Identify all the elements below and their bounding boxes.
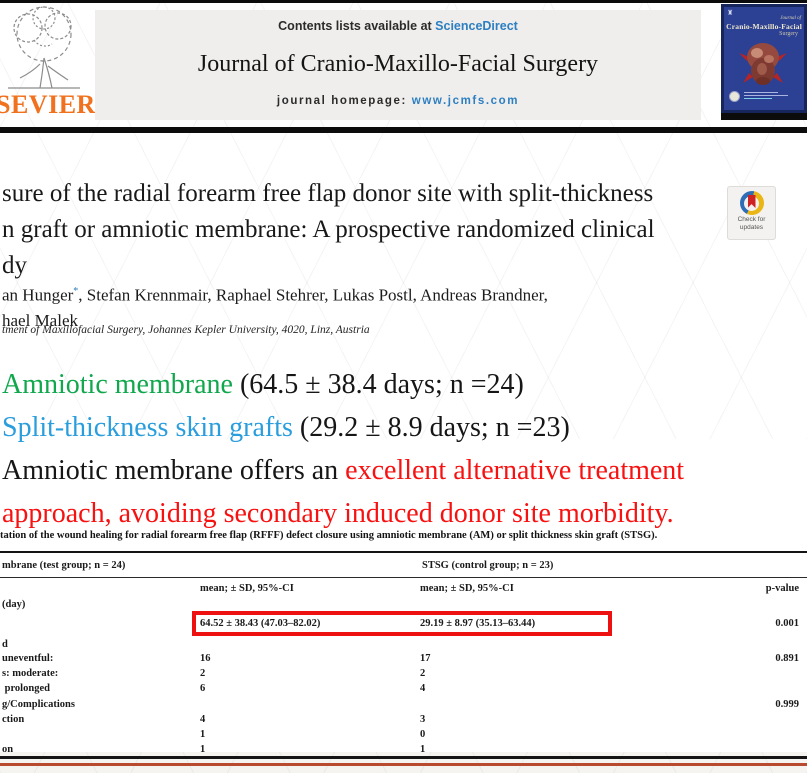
author-first: an Hunger bbox=[2, 285, 74, 305]
row-p-value: 0.001 bbox=[775, 618, 799, 629]
journal-cover: ♜ Journal of Cranio-Maxillo-Facial Surge… bbox=[721, 4, 807, 120]
authors-line-1: an Hunger*, Stefan Krennmair, Raphael St… bbox=[2, 279, 702, 308]
row-label: (day) bbox=[2, 598, 26, 610]
row-label: prolonged bbox=[2, 683, 50, 694]
cover-seal-icon bbox=[729, 91, 740, 102]
cover-footer-lines bbox=[744, 92, 788, 101]
journal-title: Journal of Cranio-Maxillo-Facial Surgery bbox=[197, 51, 599, 77]
group-header-am: mbrane (test group; n = 24) bbox=[2, 559, 126, 571]
title-line-1: sure of the radial forearm free flap don… bbox=[2, 180, 654, 207]
table-row: g/Complications 0.999 bbox=[0, 696, 807, 712]
finding-3-red: excellent alternative treatment bbox=[345, 455, 685, 486]
bookmark-icon bbox=[747, 195, 756, 208]
sciencedirect-link[interactable]: ScienceDirect bbox=[435, 19, 518, 33]
results-table: mbrane (test group; n = 24) STSG (contro… bbox=[0, 551, 807, 759]
row-stsg-value: 2 bbox=[420, 668, 426, 679]
authors-rest: , Stefan Krennmair, Raphael Stehrer, Luk… bbox=[78, 285, 548, 305]
finding-line-1: Amniotic membrane (64.5 ± 38.4 days; n =… bbox=[2, 363, 792, 406]
red-divider-line bbox=[0, 763, 807, 766]
finding-line-2: Split-thickness skin grafts (29.2 ± 8.9 … bbox=[2, 406, 792, 449]
table-group-header-row: mbrane (test group; n = 24) STSG (contro… bbox=[0, 553, 807, 578]
row-label: d bbox=[2, 638, 8, 650]
elsevier-tree-icon bbox=[8, 6, 80, 89]
row-label: s: moderate: bbox=[2, 668, 59, 679]
contents-prefix: Contents lists available at bbox=[278, 19, 436, 33]
amniotic-membrane-label: Amniotic membrane bbox=[2, 369, 233, 400]
table-row: d bbox=[0, 637, 807, 651]
finding-1-stats: (64.5 ± 38.4 days; n =24) bbox=[232, 369, 524, 400]
highlighted-findings: Amniotic membrane (64.5 ± 38.4 days; n =… bbox=[2, 363, 792, 535]
cover-journal-of: Journal of bbox=[780, 16, 801, 21]
corresponding-author-asterisk: * bbox=[73, 286, 79, 297]
header-divider-rule bbox=[0, 127, 807, 133]
table-column-header-row: mean; ± SD, 95%-CI mean; ± SD, 95%-CI p-… bbox=[0, 578, 807, 598]
check-updates-icon bbox=[739, 191, 764, 215]
finding-line-3: Amniotic membrane offers an excellent al… bbox=[2, 449, 792, 492]
col-header-pvalue: p-value bbox=[765, 582, 799, 594]
finding-line-4: approach, avoiding secondary induced don… bbox=[2, 492, 792, 535]
elsevier-logo: SEVIER bbox=[0, 0, 95, 119]
table-row: 1 0 bbox=[0, 727, 807, 742]
row-stsg-value: 3 bbox=[420, 714, 426, 725]
check-for-updates-badge[interactable]: Check for updates bbox=[727, 186, 776, 240]
table-row: ction 4 3 bbox=[0, 712, 807, 727]
row-label: uneventful: bbox=[2, 653, 54, 664]
finding-2-stats: (29.2 ± 8.9 days; n =23) bbox=[292, 412, 570, 443]
group-header-stsg: STSG (control group; n = 23) bbox=[422, 559, 554, 571]
row-am-value: 4 bbox=[200, 714, 206, 725]
row-label: ction bbox=[2, 714, 25, 725]
homepage-link[interactable]: www.jcmfs.com bbox=[411, 95, 520, 107]
elsevier-wordmark: SEVIER bbox=[0, 90, 96, 119]
row-am-value: 2 bbox=[200, 668, 206, 679]
col-header-am-mean: mean; ± SD, 95%-CI bbox=[200, 582, 294, 594]
row-stsg-value: 1 bbox=[420, 743, 426, 755]
table-row: 64.52 ± 38.43 (47.03–82.02) 29.19 ± 8.97… bbox=[0, 610, 807, 637]
check-updates-label-2: updates bbox=[739, 224, 764, 231]
title-line-3: dy bbox=[2, 252, 27, 279]
top-rule bbox=[0, 0, 807, 3]
skull-illustration-icon bbox=[739, 43, 787, 85]
row-stsg-value: 29.19 ± 8.97 (35.13–63.44) bbox=[420, 618, 536, 629]
author-list: an Hunger*, Stefan Krennmair, Raphael St… bbox=[2, 279, 702, 333]
table-row: prolonged 6 4 bbox=[0, 681, 807, 696]
row-stsg-value: 4 bbox=[420, 683, 426, 694]
col-header-stsg-mean: mean; ± SD, 95%-CI bbox=[420, 582, 514, 594]
journal-header-box: Contents lists available at ScienceDirec… bbox=[95, 10, 701, 120]
title-line-2: n graft or amniotic membrane: A prospect… bbox=[2, 216, 655, 243]
row-am-value: 6 bbox=[200, 683, 206, 694]
table-row: uneventful: 16 17 0.891 bbox=[0, 651, 807, 666]
row-am-value: 16 bbox=[200, 653, 211, 664]
contents-line: Contents lists available at ScienceDirec… bbox=[95, 19, 701, 33]
homepage-prefix: journal homepage: bbox=[276, 95, 412, 107]
cover-subtitle: Surgery bbox=[779, 31, 798, 37]
row-label: g/Complications bbox=[2, 698, 75, 710]
journal-cover-inner: ♜ Journal of Cranio-Maxillo-Facial Surge… bbox=[724, 7, 804, 110]
row-p-value: 0.999 bbox=[775, 698, 799, 710]
cover-publisher-mark-icon: ♜ bbox=[727, 9, 734, 17]
finding-4-red: approach, avoiding secondary induced don… bbox=[2, 498, 674, 529]
authors-line-2: hael Malek bbox=[2, 310, 78, 330]
homepage-line: journal homepage: www.jcmfs.com bbox=[95, 95, 701, 107]
row-label: on bbox=[2, 743, 14, 755]
table-row: (day) bbox=[0, 598, 807, 610]
table-row: on 1 1 bbox=[0, 742, 807, 756]
row-am-value: 64.52 ± 38.43 (47.03–82.02) bbox=[200, 618, 321, 629]
table-caption: tation of the wound healing for radial f… bbox=[0, 530, 658, 541]
stsg-label: Split-thickness skin grafts bbox=[2, 412, 293, 443]
row-am-value: 1 bbox=[200, 729, 206, 740]
affiliation: tment of Maxillofacial Surgery, Johannes… bbox=[2, 324, 370, 336]
table-body: (day) 64.52 ± 38.43 (47.03–82.02) 29.19 … bbox=[0, 598, 807, 756]
finding-3-black: Amniotic membrane offers an bbox=[2, 455, 346, 486]
cover-title: Cranio-Maxillo-Facial bbox=[726, 22, 802, 31]
row-am-value: 1 bbox=[200, 743, 206, 755]
row-p-value: 0.891 bbox=[775, 653, 799, 664]
article-title: sure of the radial forearm free flap don… bbox=[2, 176, 712, 284]
row-stsg-value: 17 bbox=[420, 653, 431, 664]
row-stsg-value: 0 bbox=[420, 729, 426, 740]
check-updates-label-1: Check for bbox=[737, 216, 766, 223]
table-row: s: moderate: 2 2 bbox=[0, 666, 807, 681]
